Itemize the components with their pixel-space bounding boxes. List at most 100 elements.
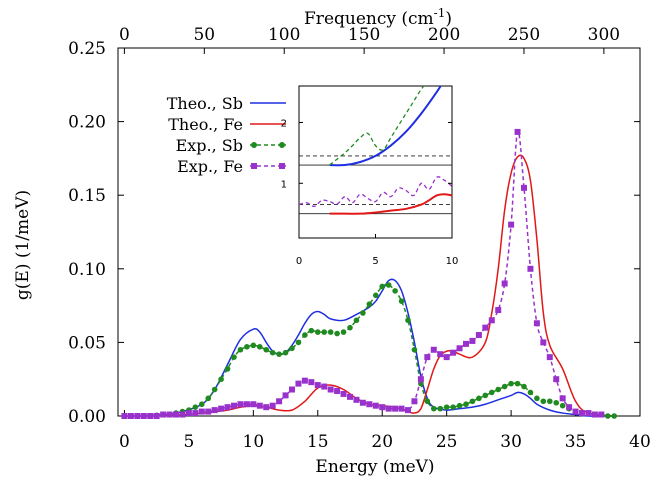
top-tick-label: 200 — [428, 25, 460, 45]
data-point — [282, 349, 289, 356]
data-point — [256, 402, 263, 409]
data-point — [405, 407, 411, 414]
data-point — [469, 337, 476, 344]
data-point — [488, 317, 495, 324]
inset-series-line-2 — [329, 86, 425, 166]
inset-x-tick-label: 0 — [296, 256, 302, 267]
data-point — [340, 329, 347, 335]
data-point — [611, 413, 618, 419]
top-tick-label: 0 — [119, 25, 130, 45]
data-point — [398, 298, 405, 304]
data-point — [237, 346, 244, 353]
data-point — [437, 405, 444, 412]
data-point — [482, 392, 489, 399]
data-point — [250, 401, 257, 408]
inset-content — [299, 86, 452, 215]
data-point — [514, 380, 521, 387]
top-axis-label-text: Frequency (cm — [304, 9, 434, 29]
data-point — [327, 329, 334, 335]
data-point — [456, 402, 463, 409]
inset-series-line-3 — [299, 176, 452, 208]
data-point — [437, 351, 444, 358]
data-point — [417, 376, 424, 383]
data-point — [604, 413, 611, 419]
top-tick-label: 300 — [588, 25, 620, 45]
x-tick-label: 15 — [307, 432, 329, 452]
data-point — [585, 410, 592, 417]
y-tick-label: 0.10 — [68, 260, 106, 280]
data-point — [540, 398, 547, 405]
data-point — [514, 128, 521, 135]
data-point — [385, 405, 392, 412]
data-point — [334, 330, 340, 337]
data-point — [366, 301, 373, 307]
data-point — [231, 354, 237, 360]
data-point — [185, 410, 192, 417]
legend-marker — [251, 163, 257, 169]
data-point — [282, 392, 289, 399]
data-point — [424, 354, 431, 361]
x-axis-label: Energy (meV) — [315, 457, 434, 477]
x-tick-label: 5 — [183, 432, 194, 452]
data-point — [482, 324, 489, 331]
data-point — [527, 389, 534, 396]
legend-label: Theo., Sb — [167, 94, 243, 113]
data-point — [231, 402, 237, 409]
data-point — [224, 366, 231, 372]
data-point — [411, 398, 418, 405]
y-axis-label: g(E) (1/meV) — [13, 190, 33, 300]
data-point — [153, 413, 160, 419]
data-point — [263, 346, 270, 353]
data-point — [501, 383, 508, 390]
data-point — [256, 344, 263, 350]
data-point — [475, 332, 482, 339]
data-point — [469, 398, 476, 405]
inset-plot: 0 5 10 1 2 — [281, 85, 458, 267]
legend-marker — [279, 163, 285, 169]
data-point — [566, 404, 573, 411]
data-point — [198, 401, 205, 408]
y-tick-label: 0.05 — [68, 333, 106, 353]
data-point — [244, 344, 250, 350]
data-point — [347, 324, 353, 331]
data-point — [218, 376, 224, 383]
data-point — [302, 332, 308, 338]
data-point — [295, 339, 302, 346]
top-tick-label: 50 — [193, 25, 215, 45]
data-point — [495, 307, 502, 314]
legend: Theo., Sb Theo., Fe Exp., Sb Exp., Fe — [167, 94, 286, 176]
data-point — [527, 265, 534, 272]
data-point — [321, 383, 328, 390]
data-point — [392, 405, 399, 412]
data-point — [347, 393, 353, 400]
data-point — [521, 184, 527, 191]
data-point — [501, 280, 508, 287]
data-point — [301, 377, 308, 384]
data-point — [140, 413, 147, 419]
data-point — [295, 380, 302, 387]
x-tick-label: 0 — [119, 432, 130, 452]
legend-marker — [251, 142, 257, 148]
x-tick-label: 25 — [436, 432, 458, 452]
data-point — [263, 404, 270, 411]
legend-label: Exp., Sb — [176, 136, 243, 155]
data-point — [269, 402, 276, 409]
data-point — [392, 288, 398, 294]
data-point — [405, 317, 411, 324]
data-point — [205, 408, 212, 415]
data-point — [134, 413, 141, 419]
data-point — [450, 404, 456, 410]
data-point — [385, 282, 392, 288]
data-point — [598, 411, 605, 418]
series-group — [121, 128, 618, 419]
x-tick-label: 20 — [371, 432, 393, 452]
data-point — [424, 398, 431, 405]
data-point — [534, 395, 540, 402]
data-point — [179, 411, 186, 418]
y-tick-label: 0.15 — [68, 186, 106, 206]
legend-label: Exp., Fe — [177, 157, 243, 176]
data-point — [353, 317, 360, 324]
data-point — [211, 407, 218, 414]
data-point — [192, 404, 199, 410]
top-tick-label: 250 — [508, 25, 540, 45]
